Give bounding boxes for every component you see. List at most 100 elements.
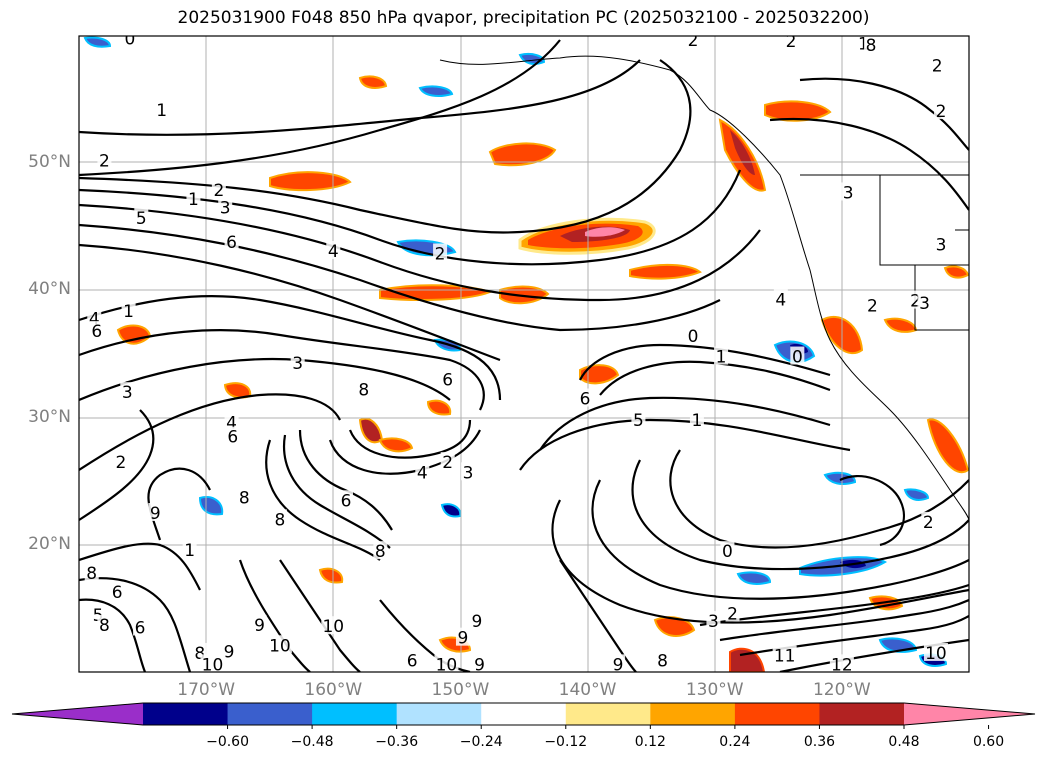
contour-label: 11 xyxy=(774,646,796,666)
contour-line xyxy=(79,393,341,471)
contour-label: 2 xyxy=(786,32,797,52)
colorbar-extend-low xyxy=(12,703,143,725)
precip-area xyxy=(426,399,452,416)
contour-line xyxy=(79,542,201,591)
contour-label-bg xyxy=(326,240,341,259)
contour-label-bg xyxy=(200,654,225,672)
contour-label: 2 xyxy=(923,513,934,533)
contour-label-bg xyxy=(121,300,136,319)
longitude-label: 120°W xyxy=(812,680,871,700)
contour-label-bg xyxy=(182,539,197,558)
contour-label-bg xyxy=(725,603,740,622)
colorbar-tick-label: 0.24 xyxy=(719,734,751,750)
contour-line xyxy=(79,203,761,302)
contour-label-bg xyxy=(921,511,936,530)
contour-label: 2 xyxy=(116,453,127,473)
contour-line xyxy=(769,117,969,211)
precip-area xyxy=(823,471,857,485)
contour-label: 8 xyxy=(239,489,250,509)
contour-label: 4 xyxy=(226,414,237,434)
contour-line xyxy=(298,429,393,531)
contour-label: 9 xyxy=(458,629,469,649)
contour-line xyxy=(79,39,561,177)
map-frame xyxy=(78,35,970,673)
colorbar-tick-label: −0.36 xyxy=(375,734,419,750)
contour-label-bg xyxy=(356,379,371,398)
contour-label: 8 xyxy=(194,644,205,664)
contour-label: 6 xyxy=(91,322,102,342)
contour-label-bg xyxy=(631,410,646,429)
contour-label: 1 xyxy=(184,541,195,561)
precip-area xyxy=(440,503,462,518)
latitude-label: 50°N xyxy=(28,152,71,173)
contour-line xyxy=(669,449,969,549)
contour-label-bg xyxy=(122,36,137,47)
contour-label: 2 xyxy=(932,56,943,76)
contour-line xyxy=(719,598,969,642)
contour-label-bg xyxy=(321,616,346,635)
contour-label: 2 xyxy=(99,152,110,172)
contour-label: 6 xyxy=(112,583,123,603)
contour-label-bg xyxy=(224,232,239,251)
map-title: 2025031900 F048 850 hPa qvapor, precipit… xyxy=(177,8,870,28)
contour-label: 6 xyxy=(341,491,352,511)
contour-label: 3 xyxy=(122,383,133,403)
colorbar-tick-label: 0.60 xyxy=(972,734,1005,750)
contour-label: 8 xyxy=(657,652,668,672)
colorbar-tick-label: −0.12 xyxy=(544,734,588,750)
contour-line xyxy=(591,479,969,600)
latitude-label: 30°N xyxy=(28,406,71,427)
contour-label-bg xyxy=(154,99,169,118)
contour-label-bg xyxy=(611,654,626,672)
contour-label: 6 xyxy=(442,370,453,390)
contour-label-bg xyxy=(714,346,729,365)
contour-label-bg xyxy=(252,614,267,633)
contour-label-bg xyxy=(841,182,856,201)
contour-label: 10 xyxy=(322,617,344,637)
contour-label: 1 xyxy=(156,101,167,121)
contour-label-bg xyxy=(237,487,252,506)
contour-label-bg xyxy=(97,614,112,633)
contour-label: 3 xyxy=(843,183,854,203)
contour-label-bg xyxy=(686,36,701,48)
contour-label: 5 xyxy=(633,411,644,431)
contour-label-bg xyxy=(440,452,455,471)
contour-label: 1 xyxy=(716,348,727,368)
contour-label: 9 xyxy=(150,504,161,524)
contour-label: 3 xyxy=(292,354,303,374)
contour-label: 1 xyxy=(123,302,134,322)
colorbar-swatch xyxy=(396,703,482,725)
contour-label-bg xyxy=(267,635,292,654)
contour-label-bg xyxy=(440,369,455,388)
precip-area xyxy=(488,142,557,167)
contour-label-bg xyxy=(222,641,237,660)
contour-label-bg xyxy=(773,289,788,308)
colorbar-swatch xyxy=(819,703,905,725)
contour-line xyxy=(282,434,391,549)
contour-line xyxy=(699,583,969,627)
contour-label: 9 xyxy=(472,612,483,632)
precip-shading: 0121253642461386346223489688186586910991… xyxy=(79,32,969,675)
state-border xyxy=(879,175,969,266)
colorbar xyxy=(11,702,1036,729)
contour-label: 6 xyxy=(407,652,418,672)
contour-label-bg xyxy=(186,188,201,207)
contour-line xyxy=(79,577,192,672)
contour-label: 2 xyxy=(213,181,224,201)
contour-label: 1 xyxy=(858,35,869,55)
contour-label-bg xyxy=(134,207,149,226)
contour-label-bg xyxy=(578,388,593,407)
coastlines xyxy=(439,55,969,521)
contour-label: 9 xyxy=(613,655,624,675)
colorbar-extend-high xyxy=(904,703,1035,725)
contour-label-bg xyxy=(405,650,420,669)
contour-label-bg xyxy=(225,426,240,445)
qvapor-contours xyxy=(79,39,969,672)
contour-label-bg xyxy=(689,410,704,429)
contour-label: 10 xyxy=(202,655,224,675)
contour-label-bg xyxy=(148,503,163,521)
contour-label: 6 xyxy=(227,428,238,448)
longitude-label: 140°W xyxy=(558,680,617,700)
map-background xyxy=(79,36,969,672)
